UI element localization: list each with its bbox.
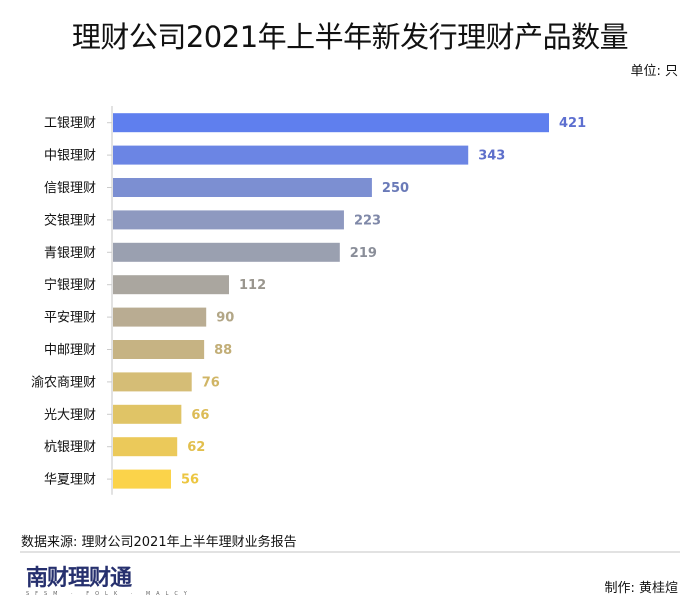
chart-title: 理财公司2021年上半年新发行理财产品数量 bbox=[71, 20, 629, 54]
bar bbox=[113, 372, 192, 392]
bar bbox=[113, 437, 178, 457]
category-label: 工银理财 bbox=[44, 116, 96, 131]
data-label: 250 bbox=[382, 181, 409, 196]
author-credit: 制作: 黄桂煊 bbox=[604, 581, 678, 596]
category-label: 交银理财 bbox=[44, 212, 96, 228]
bar bbox=[113, 307, 207, 327]
category-label: 宁银理财 bbox=[44, 277, 96, 293]
footer-divider bbox=[20, 551, 680, 553]
category-label: 渝农商理财 bbox=[31, 374, 96, 390]
bar bbox=[113, 113, 549, 133]
category-label: 光大理财 bbox=[44, 408, 96, 423]
bar-chart: 工银理财 421 中银理财 343 信银理财 250 交银理财 223 青银理财 219 宁银理财 1… bbox=[31, 106, 586, 495]
data-label: 76 bbox=[202, 375, 220, 390]
category-label: 中银理财 bbox=[44, 149, 96, 164]
data-label: 62 bbox=[187, 440, 205, 455]
data-label: 66 bbox=[191, 408, 209, 423]
bar bbox=[113, 178, 372, 197]
category-label: 华夏理财 bbox=[44, 473, 96, 488]
data-label: 112 bbox=[239, 278, 266, 293]
bar bbox=[113, 275, 229, 295]
category-label: 信银理财 bbox=[44, 181, 96, 196]
data-label: 56 bbox=[181, 473, 199, 488]
data-label: 343 bbox=[478, 149, 505, 164]
unit-label: 单位: 只 bbox=[630, 64, 678, 79]
data-label: 90 bbox=[216, 311, 234, 326]
data-label: 219 bbox=[350, 246, 377, 261]
logo-subtext: SFSM · FOLK · MALCY bbox=[26, 591, 193, 597]
category-label: 中邮理财 bbox=[44, 343, 96, 358]
logo-text: 南财理财通 bbox=[26, 565, 132, 591]
bar bbox=[113, 469, 171, 489]
brand-logo: 南财理财通 SFSM · FOLK · MALCY bbox=[26, 566, 193, 597]
bar bbox=[113, 242, 340, 262]
data-label: 88 bbox=[214, 343, 232, 358]
bar bbox=[113, 404, 182, 424]
bar bbox=[113, 340, 205, 359]
bar bbox=[113, 210, 344, 230]
data-label: 223 bbox=[354, 213, 381, 228]
category-label: 平安理财 bbox=[44, 311, 96, 326]
data-label: 421 bbox=[559, 116, 586, 131]
category-label: 杭银理财 bbox=[44, 440, 96, 455]
data-source: 数据来源: 理财公司2021年上半年理财业务报告 bbox=[21, 535, 297, 550]
bar bbox=[113, 145, 469, 165]
category-label: 青银理财 bbox=[44, 246, 96, 261]
